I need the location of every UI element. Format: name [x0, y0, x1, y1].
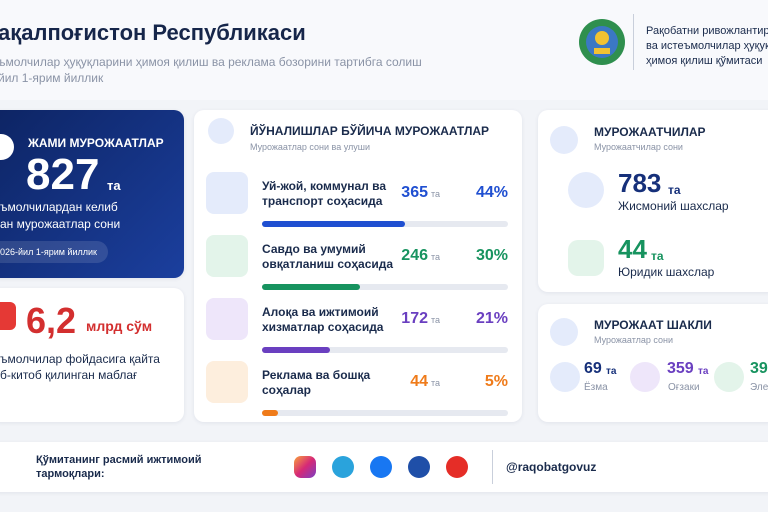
directions-card	[194, 110, 522, 422]
savings-caption: б-китоб қилинган маблағ	[0, 368, 138, 382]
row-label: транспорт соҳасида	[262, 194, 383, 208]
savings-value: 6,2	[26, 300, 77, 341]
form-label: Оғзаки	[668, 382, 700, 393]
footer-label: тармоқлари:	[36, 468, 105, 480]
org-name: Рақобатни ривожлантири	[646, 25, 768, 37]
row-count: 44	[410, 373, 428, 390]
total-caption: ан мурожаатлар сони	[0, 217, 121, 231]
org-name: ва истеъмолчилар ҳуқуқла	[646, 40, 768, 52]
form-value: 69	[584, 360, 602, 377]
row-icon	[206, 298, 248, 340]
savings-unit: млрд сўм	[86, 318, 153, 334]
applicant-unit: та	[651, 249, 664, 263]
bar	[262, 284, 360, 290]
forms-title: МУРОЖААТ ШАКЛИ	[594, 318, 712, 332]
subtitle: ъмолчилар ҳуқуқларини ҳимоя қилиш ва рек…	[0, 55, 422, 69]
directions-subtitle: Мурожаатлар сони ва улуши	[250, 142, 371, 152]
bar	[262, 347, 331, 353]
emblem	[579, 19, 625, 65]
row-icon	[206, 361, 248, 403]
website-link[interactable]	[408, 456, 430, 478]
form-label: Ёзма	[584, 382, 608, 393]
instagram-link[interactable]	[294, 456, 316, 478]
bar-track	[262, 410, 508, 416]
total-label: ЖАМИ МУРОЖААТЛАР	[28, 136, 164, 150]
row-percent: 30%	[475, 247, 508, 264]
icon	[550, 318, 578, 346]
row-unit: та	[431, 252, 441, 262]
handle[interactable]: @raqobatgovuz	[506, 460, 597, 474]
form-unit: та	[698, 366, 709, 377]
divider	[633, 14, 634, 70]
row-label: Уй-жой, коммунал ва	[262, 179, 387, 193]
icon	[550, 126, 578, 154]
forms-subtitle: Мурожаатлар сони	[594, 335, 674, 345]
row-percent: 44%	[475, 184, 508, 201]
header-band	[0, 0, 768, 100]
period: 026-йил 1-ярим йиллик	[0, 247, 97, 257]
row-unit: та	[431, 189, 441, 199]
row-count: 172	[401, 310, 428, 327]
row-percent: 21%	[475, 310, 508, 327]
form-value: 359	[667, 360, 694, 377]
row-icon	[206, 235, 248, 277]
applicants-title: МУРОЖААТЧИЛАР	[594, 125, 706, 139]
form-value: 39	[750, 360, 768, 377]
icon	[0, 134, 14, 160]
icon	[630, 362, 660, 392]
row-count: 246	[401, 247, 428, 264]
row-count: 365	[401, 184, 428, 201]
icon	[208, 118, 234, 144]
savings-card	[0, 288, 184, 422]
total-value: 827	[26, 150, 100, 199]
divider	[492, 450, 493, 484]
form-label: Эле	[750, 382, 768, 393]
row-percent: 5%	[484, 373, 508, 390]
subtitle: йил 1-ярим йиллик	[0, 71, 104, 85]
bar-track	[262, 347, 508, 353]
total-unit: та	[107, 178, 121, 193]
applicants-subtitle: Мурожаатчилар сони	[594, 142, 683, 152]
applicant-label: Жисмоний шахслар	[618, 199, 729, 213]
applicant-value: 44	[618, 234, 647, 264]
icon	[568, 240, 604, 276]
total-card	[0, 110, 184, 278]
period-pill	[0, 241, 108, 263]
youtube-link[interactable]	[446, 456, 468, 478]
row-unit: та	[431, 378, 441, 388]
applicant-value: 783	[618, 168, 662, 198]
row-unit: та	[431, 315, 441, 325]
org-name: ҳимоя қилиш қўмитаси	[646, 55, 763, 67]
row-label: овқатланиш соҳасида	[262, 257, 394, 271]
applicant-label: Юридик шахслар	[618, 265, 715, 279]
row-icon	[206, 172, 248, 214]
icon	[0, 302, 16, 330]
icon	[568, 172, 604, 208]
row-label: хизматлар соҳасида	[262, 320, 384, 334]
row-label: Реклама ва бошқа	[262, 368, 371, 382]
row-label: Алоқа ва ижтимоий	[262, 305, 379, 319]
savings-caption: ъмолчилар фойдасига қайта	[0, 352, 160, 366]
row-label: Савдо ва умумий	[262, 242, 366, 256]
footer-label: Қўмитанинг расмий ижтимоий	[36, 454, 202, 466]
icon	[714, 362, 744, 392]
icon	[550, 362, 580, 392]
total-caption: ъмолчилардан келиб	[0, 200, 118, 214]
bar-track	[262, 221, 508, 227]
telegram-link[interactable]	[332, 456, 354, 478]
facebook-link[interactable]	[370, 456, 392, 478]
title: ақалпоғистон Республикаси	[0, 20, 306, 45]
form-unit: та	[606, 366, 617, 377]
row-label: соҳалар	[262, 383, 311, 397]
bar	[262, 410, 279, 416]
directions-title: ЙЎНАЛИШЛАР БЎЙИЧА МУРОЖААТЛАР	[250, 124, 490, 138]
applicant-unit: та	[668, 183, 681, 197]
bar	[262, 221, 405, 227]
bar-track	[262, 284, 508, 290]
